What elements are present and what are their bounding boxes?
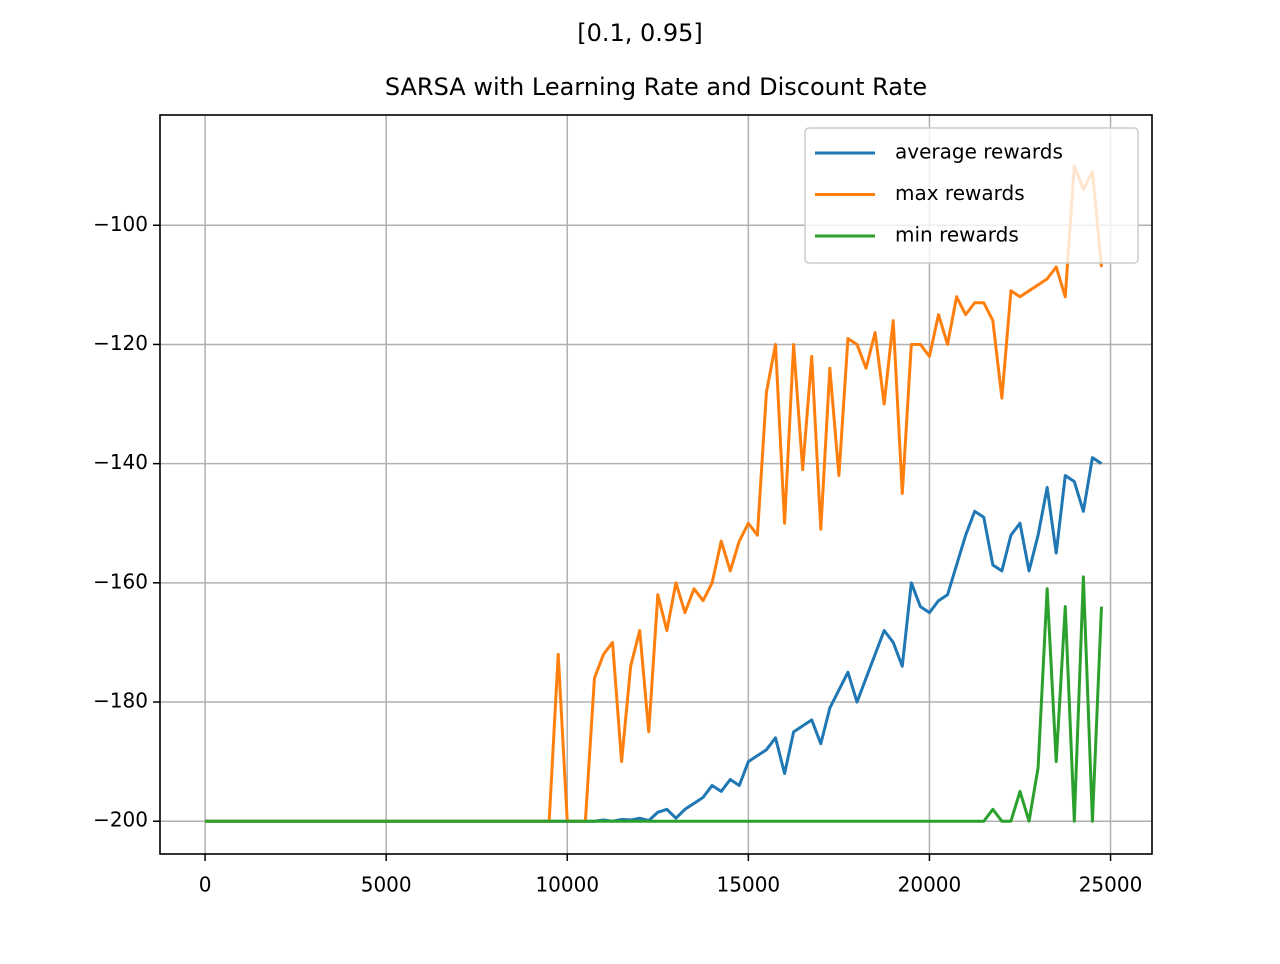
x-tick-label: 25000 [1079,873,1143,897]
legend-label: average rewards [895,140,1063,164]
legend: average rewards max rewards min rewards [804,127,1139,264]
legend-label: min rewards [895,223,1019,247]
y-tick-label: −180 [93,689,148,713]
y-tick-label: −200 [93,808,148,832]
suptitle: [0.1, 0.95] [577,19,703,47]
legend-label: max rewards [895,181,1025,205]
line-series [205,575,1103,823]
chart-title: SARSA with Learning Rate and Discount Ra… [385,73,927,101]
y-tick-label: −120 [93,331,148,355]
legend-frame [804,127,1139,264]
x-tick-label: 10000 [535,873,599,897]
x-tick-label: 0 [199,873,212,897]
y-tick-label: −160 [93,569,148,593]
plot-frame [159,114,1153,855]
y-tick-label: −100 [93,212,148,236]
y-tick-label: −140 [93,450,148,474]
x-tick-label: 5000 [361,873,412,897]
x-tick-label: 20000 [898,873,962,897]
x-tick-label: 15000 [717,873,781,897]
